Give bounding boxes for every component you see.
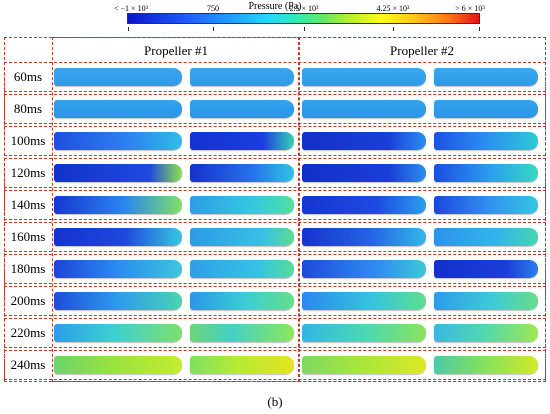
legend-tick-mark [393, 27, 394, 31]
blade-pressure-map-propeller-2 [302, 324, 426, 342]
blade-pressure-map-propeller-1 [54, 100, 182, 118]
blade-pressure-map-propeller-1 [190, 324, 294, 342]
blade-pressure-map-propeller-2 [302, 196, 426, 214]
blade-pressure-map-propeller-2 [302, 164, 426, 182]
time-step-label: 140ms [10, 197, 46, 212]
legend-tick-label: < −1 × 10³ [114, 4, 148, 13]
row-frame [4, 158, 546, 188]
time-step-label: 100ms [10, 133, 46, 148]
blade-pressure-map-propeller-2 [434, 100, 538, 118]
row-frame [4, 62, 546, 92]
legend-tick-mark [304, 27, 305, 31]
time-step-label: 240ms [10, 357, 46, 372]
blade-pressure-map-propeller-2 [434, 132, 538, 150]
blade-pressure-map-propeller-2 [434, 196, 538, 214]
row-frame [4, 222, 546, 252]
legend-tick-label: 2.5 × 10³ [289, 4, 319, 13]
blade-pressure-map-propeller-2 [302, 292, 426, 310]
blade-pressure-map-propeller-1 [54, 356, 182, 374]
column-header-propeller-2: Propeller #2 [390, 43, 454, 58]
column-header-propeller-1: Propeller #1 [144, 43, 208, 58]
blade-pressure-map-propeller-1 [190, 68, 294, 86]
blade-pressure-map-propeller-1 [190, 100, 294, 118]
row-frame [4, 286, 546, 316]
legend-tick-label: 4.25 × 10³ [376, 4, 410, 13]
blade-pressure-map-propeller-2 [434, 260, 538, 278]
blade-pressure-map-propeller-1 [54, 324, 182, 342]
blade-pressure-map-propeller-2 [302, 228, 426, 246]
blade-pressure-map-propeller-1 [190, 292, 294, 310]
blade-pressure-map-propeller-2 [302, 260, 426, 278]
blade-pressure-map-propeller-2 [434, 356, 538, 374]
blade-pressure-map-propeller-1 [54, 196, 182, 214]
row-frame [4, 94, 546, 124]
legend-tick-mark [213, 27, 214, 31]
row-frame [4, 190, 546, 220]
blade-pressure-map-propeller-1 [54, 132, 182, 150]
row-frame [4, 254, 546, 284]
blade-pressure-map-propeller-2 [434, 324, 538, 342]
legend-tick-label: 750 [207, 4, 219, 13]
blade-pressure-map-propeller-1 [190, 132, 294, 150]
blade-pressure-map-propeller-1 [190, 164, 294, 182]
figure-caption: (b) [267, 394, 283, 409]
legend-tick-label: > 6 × 10³ [455, 4, 485, 13]
row-frame [4, 126, 546, 156]
time-step-label: 180ms [10, 261, 46, 276]
blade-pressure-map-propeller-1 [54, 164, 182, 182]
time-step-label: 160ms [10, 229, 46, 244]
legend-tick-mark [479, 27, 480, 31]
blade-pressure-map-propeller-1 [190, 228, 294, 246]
blade-pressure-map-propeller-1 [54, 228, 182, 246]
legend-tick-mark [128, 27, 129, 31]
blade-pressure-map-propeller-2 [302, 68, 426, 86]
time-step-label: 60ms [13, 69, 43, 84]
blade-pressure-map-propeller-1 [190, 196, 294, 214]
blade-pressure-map-propeller-2 [302, 132, 426, 150]
pressure-colorbar [127, 13, 480, 24]
blade-pressure-map-propeller-2 [302, 356, 426, 374]
blade-pressure-map-propeller-1 [54, 260, 182, 278]
legend-title: Pressure (Pa) [248, 1, 302, 12]
time-step-label: 220ms [10, 325, 46, 340]
blade-pressure-map-propeller-2 [434, 228, 538, 246]
blade-pressure-map-propeller-2 [302, 100, 426, 118]
blade-pressure-map-propeller-1 [190, 260, 294, 278]
blade-pressure-map-propeller-1 [54, 292, 182, 310]
blade-pressure-map-propeller-2 [434, 292, 538, 310]
row-frame [4, 318, 546, 348]
blade-pressure-map-propeller-2 [434, 164, 538, 182]
time-step-label: 200ms [10, 293, 46, 308]
column-frame-propeller-1 [52, 37, 300, 382]
blade-pressure-map-propeller-1 [54, 68, 182, 86]
blade-pressure-map-propeller-1 [190, 356, 294, 374]
row-frame [4, 350, 546, 380]
time-step-label: 120ms [10, 165, 46, 180]
time-step-label: 80ms [13, 101, 43, 116]
blade-pressure-map-propeller-2 [434, 68, 538, 86]
